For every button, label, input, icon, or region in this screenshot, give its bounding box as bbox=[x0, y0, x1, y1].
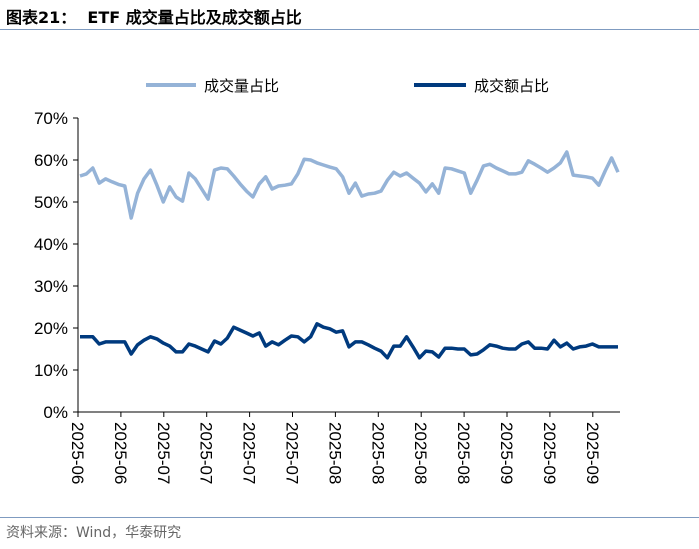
x-tick-label: 2025-09 bbox=[497, 422, 516, 484]
x-tick-label: 2025-09 bbox=[583, 422, 602, 484]
source-note: 资料来源：Wind，华泰研究 bbox=[6, 525, 182, 541]
x-tick-label: 2025-06 bbox=[111, 422, 130, 484]
x-tick-label: 2025-07 bbox=[197, 422, 216, 484]
y-tick-label: 0% bbox=[43, 403, 68, 422]
x-tick-label: 2025-09 bbox=[540, 422, 559, 484]
header-divider bbox=[0, 29, 699, 30]
y-tick-label: 70% bbox=[34, 109, 68, 128]
x-tick-label: 2025-07 bbox=[240, 422, 259, 484]
x-tick-label: 2025-06 bbox=[68, 422, 87, 484]
legend: 成交量占比 成交额占比 bbox=[146, 77, 549, 95]
x-tick-label: 2025-07 bbox=[283, 422, 302, 484]
legend-label-volume-share: 成交量占比 bbox=[204, 77, 279, 95]
y-tick-label: 30% bbox=[34, 277, 68, 296]
y-tick-label: 10% bbox=[34, 361, 68, 380]
x-tick-label: 2025-08 bbox=[411, 422, 430, 484]
series-line-turnover-share bbox=[80, 322, 618, 360]
x-tick-label: 2025-08 bbox=[325, 422, 344, 484]
x-tick-label: 2025-07 bbox=[154, 422, 173, 484]
x-tick-label: 2025-08 bbox=[368, 422, 387, 484]
chart-title: 图表21： ETF 成交量占比及成交额占比 bbox=[6, 8, 302, 27]
y-tick-label: 50% bbox=[34, 193, 68, 212]
y-tick-label: 40% bbox=[34, 235, 68, 254]
series-line-volume-share bbox=[79, 150, 620, 220]
legend-label-turnover-share: 成交额占比 bbox=[474, 77, 549, 95]
y-tick-label: 20% bbox=[34, 319, 68, 338]
x-tick-label: 2025-08 bbox=[454, 422, 473, 484]
footer-divider bbox=[0, 517, 699, 518]
y-tick-label: 60% bbox=[34, 151, 68, 170]
